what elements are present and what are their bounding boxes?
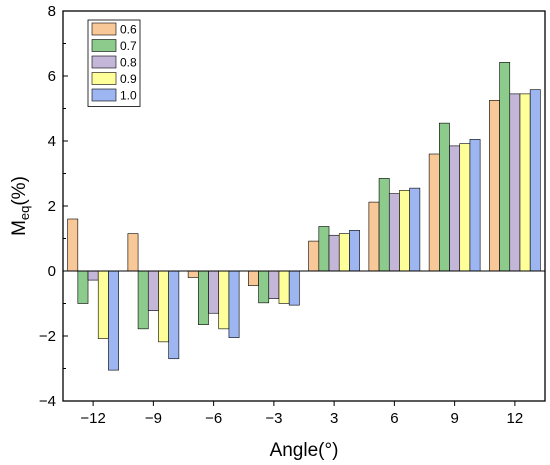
y-axis: −4 −2 0 2 4 6 8 xyxy=(39,3,68,410)
legend-swatch-0.9 xyxy=(91,72,117,85)
bar-1.0--9 xyxy=(168,270,180,360)
bar-0.6-6 xyxy=(368,201,380,272)
bar-0.8--9 xyxy=(147,270,159,311)
bar-0.8-6 xyxy=(388,193,400,272)
bar-1.0-12 xyxy=(529,89,541,272)
bar-0.8-12 xyxy=(509,93,521,272)
bar-0.9-3 xyxy=(338,233,350,272)
bar-0.6-12 xyxy=(489,100,500,272)
legend-swatch-0.7 xyxy=(91,39,117,52)
legend-swatch-0.6 xyxy=(91,22,117,36)
bar-0.9-12 xyxy=(519,93,531,272)
legend-label-0.9: 0.9 xyxy=(120,72,137,86)
bar-0.9--3 xyxy=(278,270,290,304)
bars-group xyxy=(67,62,541,371)
legend-label-0.8: 0.8 xyxy=(120,56,137,70)
bar-0.7-9 xyxy=(439,122,450,272)
bar-0.9--6 xyxy=(218,270,230,330)
bar-0.6-9 xyxy=(428,153,440,272)
x-tick-label: 9 xyxy=(450,410,458,427)
bar-0.9--12 xyxy=(97,270,109,339)
legend-swatch-1.0 xyxy=(91,88,117,102)
bar-0.8--12 xyxy=(87,270,99,281)
bar-0.7--12 xyxy=(77,270,89,304)
bar-1.0-6 xyxy=(409,187,421,272)
y-tick-label: 4 xyxy=(48,133,56,150)
x-tick-label: −3 xyxy=(265,410,282,427)
y-axis-title: Meq(%) xyxy=(9,176,32,236)
bar-1.0--3 xyxy=(288,270,300,306)
bar-0.8--6 xyxy=(208,270,220,314)
bar-0.9-9 xyxy=(459,143,471,272)
bar-0.7-12 xyxy=(499,62,511,272)
y-tick-label: −2 xyxy=(39,328,56,345)
bar-1.0--6 xyxy=(228,270,240,338)
bar-0.7--3 xyxy=(258,270,270,304)
bar-0.7--6 xyxy=(198,270,209,325)
y-tick-label: −4 xyxy=(39,393,56,410)
x-tick-label: 6 xyxy=(390,410,398,427)
y-tick-label: 0 xyxy=(48,263,56,280)
x-axis-title: Angle(°) xyxy=(270,440,339,461)
x-tick-label: −9 xyxy=(145,410,162,427)
y-axis-title-main: M xyxy=(9,220,30,236)
bar-0.7--9 xyxy=(137,270,149,330)
bar-0.6-3 xyxy=(308,240,320,272)
y-tick-label: 2 xyxy=(48,198,56,215)
bar-0.8--3 xyxy=(268,270,280,299)
y-axis-title-unit: (%) xyxy=(9,176,30,206)
y-tick-label: 8 xyxy=(48,3,56,20)
y-tick-label: 6 xyxy=(48,68,56,85)
x-tick-label: 12 xyxy=(507,410,524,427)
bar-0.8-9 xyxy=(449,145,461,272)
bar-1.0-9 xyxy=(469,139,481,272)
bar-0.7-6 xyxy=(378,178,390,272)
bar-0.8-3 xyxy=(328,234,340,272)
bar-0.7-3 xyxy=(318,226,330,272)
bar-0.6--3 xyxy=(248,270,259,286)
bar-1.0--12 xyxy=(108,270,119,371)
legend-swatch-0.8 xyxy=(91,55,117,69)
bar-0.6--12 xyxy=(67,218,79,272)
bar-0.9-6 xyxy=(399,190,410,272)
x-tick-label: −6 xyxy=(205,410,222,427)
x-tick-label: −12 xyxy=(80,410,105,427)
y-axis-title-sub: eq xyxy=(17,206,32,220)
bar-1.0-3 xyxy=(349,230,360,272)
legend-label-0.6: 0.6 xyxy=(120,23,137,37)
legend-label-0.7: 0.7 xyxy=(120,39,137,53)
bar-0.6--6 xyxy=(187,270,199,278)
bar-0.9--9 xyxy=(158,270,169,343)
x-axis: −12 −9 −6 −3 3 6 9 12 xyxy=(80,401,523,427)
legend-label-1.0: 1.0 xyxy=(120,89,137,103)
bar-0.6--9 xyxy=(127,233,139,272)
x-tick-label: 3 xyxy=(330,410,338,427)
legend: 0.6 0.7 0.8 0.9 1.0 xyxy=(87,19,141,107)
